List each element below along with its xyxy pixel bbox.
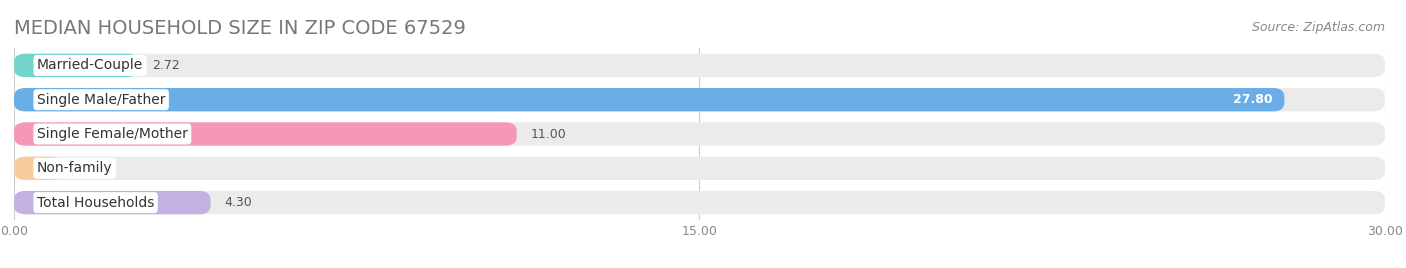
FancyBboxPatch shape xyxy=(14,54,1385,77)
Text: 2.72: 2.72 xyxy=(152,59,180,72)
Text: Total Households: Total Households xyxy=(37,196,155,210)
Text: 4.30: 4.30 xyxy=(225,196,252,209)
Text: Source: ZipAtlas.com: Source: ZipAtlas.com xyxy=(1251,21,1385,35)
FancyBboxPatch shape xyxy=(14,191,211,214)
FancyBboxPatch shape xyxy=(14,122,1385,146)
FancyBboxPatch shape xyxy=(14,88,1285,111)
FancyBboxPatch shape xyxy=(14,157,1385,180)
Text: Single Male/Father: Single Male/Father xyxy=(37,93,166,107)
Text: Married-Couple: Married-Couple xyxy=(37,58,143,72)
Text: Non-family: Non-family xyxy=(37,161,112,175)
Text: Single Female/Mother: Single Female/Mother xyxy=(37,127,188,141)
Text: MEDIAN HOUSEHOLD SIZE IN ZIP CODE 67529: MEDIAN HOUSEHOLD SIZE IN ZIP CODE 67529 xyxy=(14,19,465,38)
Text: 27.80: 27.80 xyxy=(1233,93,1272,106)
Text: 11.00: 11.00 xyxy=(530,128,567,140)
FancyBboxPatch shape xyxy=(14,157,62,180)
FancyBboxPatch shape xyxy=(14,54,138,77)
FancyBboxPatch shape xyxy=(14,191,1385,214)
FancyBboxPatch shape xyxy=(14,122,517,146)
Text: 1.05: 1.05 xyxy=(76,162,104,175)
FancyBboxPatch shape xyxy=(14,88,1385,111)
